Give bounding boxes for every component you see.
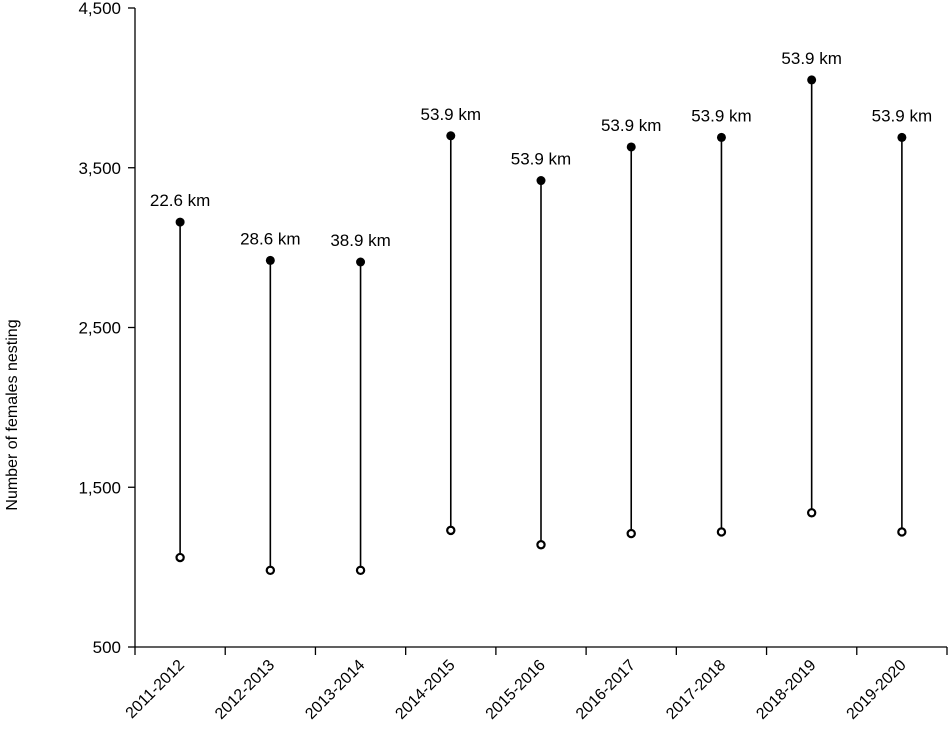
- high-point: [536, 176, 546, 186]
- y-axis-ticks: 500 1,500 2,500 3,500 4,500: [78, 0, 135, 657]
- y-axis-title: Number of females nesting: [4, 319, 21, 510]
- data-label: 53.9 km: [781, 49, 841, 68]
- low-point: [536, 540, 546, 550]
- y-tick-label: 4,500: [78, 0, 121, 18]
- high-point: [356, 257, 366, 267]
- data-marks: 22.6 km 28.6 km 38.9 km 53.9 km 53.9 km 53.9 …: [150, 49, 932, 576]
- high-point: [807, 75, 817, 85]
- low-point: [716, 527, 727, 537]
- low-point: [446, 525, 456, 536]
- high-point: [265, 255, 275, 265]
- x-category-label: 2015-2016: [483, 657, 549, 723]
- x-category-label: 2013-2014: [302, 657, 368, 723]
- x-category-label: 2012-2013: [212, 657, 278, 723]
- y-tick-label: 3,500: [78, 159, 121, 178]
- low-point: [355, 565, 366, 576]
- low-point: [806, 508, 817, 518]
- data-label: 28.6 km: [240, 229, 300, 248]
- high-point: [626, 142, 636, 152]
- high-point: [897, 132, 907, 142]
- data-label: 38.9 km: [330, 231, 390, 250]
- y-tick-label: 500: [93, 638, 121, 657]
- x-category-label: 2011-2012: [123, 657, 188, 722]
- x-axis-ticks: 2011-2012 2012-2013 2013-2014 2014-2015 2015…: [123, 647, 948, 723]
- high-point: [175, 217, 185, 227]
- x-category-label: 2014-2015: [392, 657, 458, 723]
- low-point: [265, 565, 276, 576]
- x-category-label: 2017-2018: [663, 657, 729, 723]
- low-point: [897, 527, 907, 537]
- high-point: [446, 131, 456, 141]
- y-tick-label: 2,500: [78, 319, 121, 338]
- x-category-label: 2016-2017: [573, 657, 639, 723]
- data-label: 22.6 km: [150, 191, 210, 210]
- data-label: 53.9 km: [691, 106, 751, 125]
- x-category-label: 2018-2019: [753, 657, 819, 723]
- low-point: [175, 552, 185, 563]
- y-tick-label: 1,500: [78, 478, 121, 497]
- data-label: 53.9 km: [601, 116, 661, 135]
- data-label: 53.9 km: [511, 150, 571, 169]
- high-point: [716, 132, 726, 142]
- x-category-label: 2019-2020: [844, 657, 910, 723]
- data-label: 53.9 km: [872, 106, 932, 125]
- data-label: 53.9 km: [421, 105, 481, 124]
- low-point: [626, 528, 636, 539]
